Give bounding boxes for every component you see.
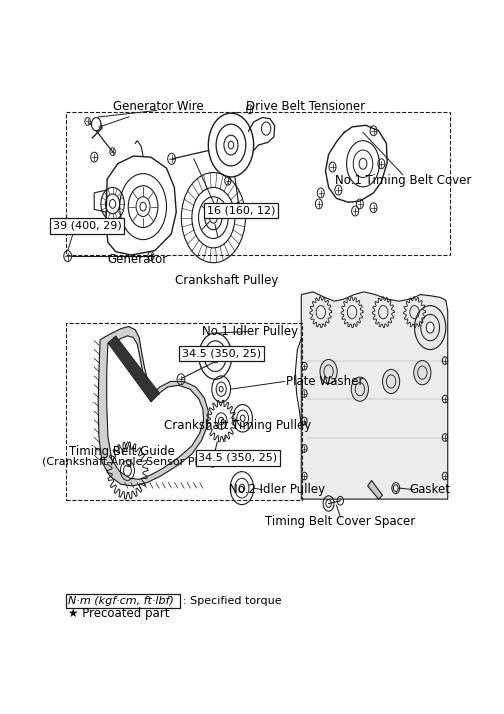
Circle shape — [414, 306, 446, 350]
Text: Crankshaft Pulley: Crankshaft Pulley — [175, 274, 279, 287]
Polygon shape — [301, 292, 448, 499]
Text: Drive Belt Tensioner: Drive Belt Tensioner — [234, 100, 365, 113]
Circle shape — [213, 353, 217, 359]
Text: ★: ★ — [181, 347, 193, 360]
Text: No.2 Idler Pulley: No.2 Idler Pulley — [229, 483, 325, 496]
Text: No.1 Idler Pulley: No.1 Idler Pulley — [202, 325, 298, 338]
Circle shape — [326, 500, 331, 508]
Polygon shape — [367, 481, 383, 499]
Circle shape — [109, 199, 116, 208]
Circle shape — [219, 386, 223, 392]
Polygon shape — [98, 326, 208, 486]
Text: 16 (160, 12): 16 (160, 12) — [207, 206, 275, 216]
Text: : Specified torque: : Specified torque — [183, 595, 282, 605]
Bar — [66, 593, 180, 608]
Text: Crankshaft Timing Pulley: Crankshaft Timing Pulley — [164, 419, 311, 440]
Circle shape — [92, 118, 101, 131]
Polygon shape — [108, 336, 160, 402]
Circle shape — [394, 485, 398, 491]
Text: N·m (kgf·cm, ft·lbf): N·m (kgf·cm, ft·lbf) — [68, 595, 174, 605]
Text: No.1 Timing Belt Cover: No.1 Timing Belt Cover — [335, 174, 471, 187]
Bar — [66, 323, 302, 500]
Text: 39 (400, 29): 39 (400, 29) — [53, 221, 121, 231]
Text: 34.5 (350, 25): 34.5 (350, 25) — [181, 348, 261, 358]
Circle shape — [359, 159, 367, 169]
Circle shape — [140, 202, 146, 211]
Text: Plate Washer: Plate Washer — [286, 375, 363, 388]
Bar — [66, 112, 451, 255]
Circle shape — [426, 322, 434, 333]
Circle shape — [240, 415, 245, 421]
Polygon shape — [107, 336, 204, 479]
Text: Generator: Generator — [107, 253, 167, 266]
Text: 34.5 (350, 25): 34.5 (350, 25) — [199, 453, 278, 463]
Circle shape — [218, 417, 224, 425]
Circle shape — [210, 212, 217, 223]
Text: Timing Belt Cover Spacer: Timing Belt Cover Spacer — [265, 515, 415, 528]
Circle shape — [123, 465, 132, 476]
Circle shape — [320, 359, 337, 383]
Text: Gasket: Gasket — [409, 483, 450, 496]
Circle shape — [351, 377, 368, 401]
Text: ★ Precoated part: ★ Precoated part — [68, 607, 169, 620]
Circle shape — [228, 141, 234, 149]
Circle shape — [239, 484, 244, 492]
Text: Generator Wire: Generator Wire — [99, 100, 204, 127]
Circle shape — [414, 361, 431, 385]
Text: (Crankshaft Angle Sensor Plate): (Crankshaft Angle Sensor Plate) — [42, 457, 220, 467]
Circle shape — [383, 369, 400, 393]
Text: Timing Belt Guide: Timing Belt Guide — [70, 446, 175, 458]
